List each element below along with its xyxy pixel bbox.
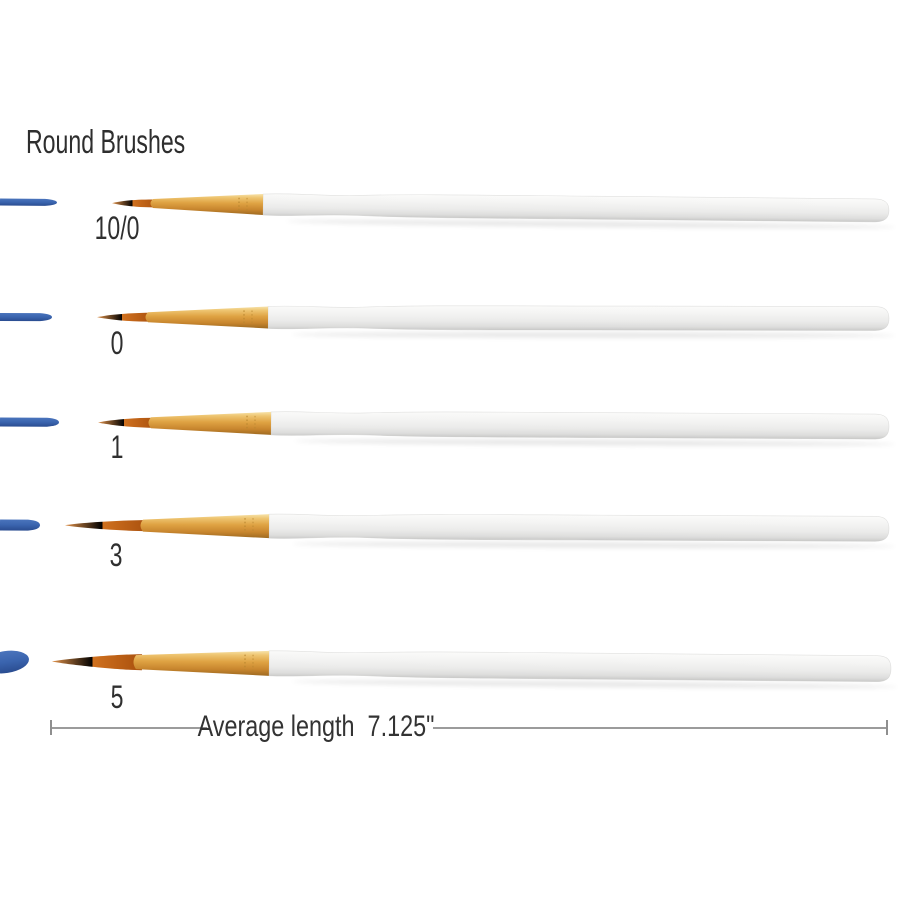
- paint-stroke-swatch: [0, 198, 57, 206]
- brush-ferrule: [150, 194, 264, 216]
- brush-bristles: [111, 199, 159, 208]
- dimension-tick-right: [886, 720, 888, 735]
- brush-shadow: [290, 332, 896, 338]
- brush-illustration: [0, 305, 896, 338]
- brush-handle: [268, 513, 890, 542]
- paint-stroke-swatch: [0, 417, 59, 427]
- average-length-label: Average length 7.125": [197, 710, 435, 743]
- brush-size-label: 1: [110, 429, 124, 465]
- paint-stroke-swatch: [0, 313, 52, 322]
- brush-bristles: [51, 654, 143, 671]
- brush-bristles: [97, 417, 157, 428]
- brush-bristles: [96, 312, 154, 322]
- brush-size-label: 0: [110, 325, 124, 361]
- brush-row: [0, 390, 900, 454]
- brush-ferrule: [140, 514, 270, 539]
- brush-shadow: [285, 220, 896, 229]
- brush-illustration: [0, 650, 898, 688]
- brush-ferrule: [145, 306, 269, 329]
- brush-ferrule: [133, 650, 270, 676]
- brush-row: [0, 285, 900, 349]
- brush-illustration: [0, 513, 896, 549]
- brush-shadow: [291, 542, 896, 549]
- brush-row: [0, 629, 900, 693]
- brush-size-label: 3: [109, 537, 123, 573]
- paint-stroke-swatch: [0, 650, 29, 674]
- brush-handle: [262, 193, 890, 223]
- dimension-tick-left: [50, 720, 52, 735]
- dimension-line-right: [433, 727, 886, 729]
- brush-row: [0, 170, 900, 234]
- dimension-line-left: [52, 727, 207, 729]
- brush-illustration: [0, 411, 896, 446]
- brush-bristles: [64, 520, 149, 532]
- paint-stroke-swatch: [0, 519, 40, 531]
- brush-ferrule: [148, 411, 272, 435]
- brush-row: [0, 493, 900, 557]
- brush-size-label: 10/0: [94, 210, 140, 246]
- page-title: Round Brushes: [26, 123, 186, 160]
- brush-shadow: [291, 680, 898, 688]
- brush-handle: [268, 650, 892, 682]
- brush-shadow: [293, 439, 896, 446]
- brush-size-label: 5: [110, 679, 124, 715]
- brush-handle: [267, 305, 890, 331]
- average-length-dimension: Average length 7.125": [50, 712, 890, 742]
- brush-handle: [270, 411, 890, 440]
- brush-illustration: [0, 193, 896, 229]
